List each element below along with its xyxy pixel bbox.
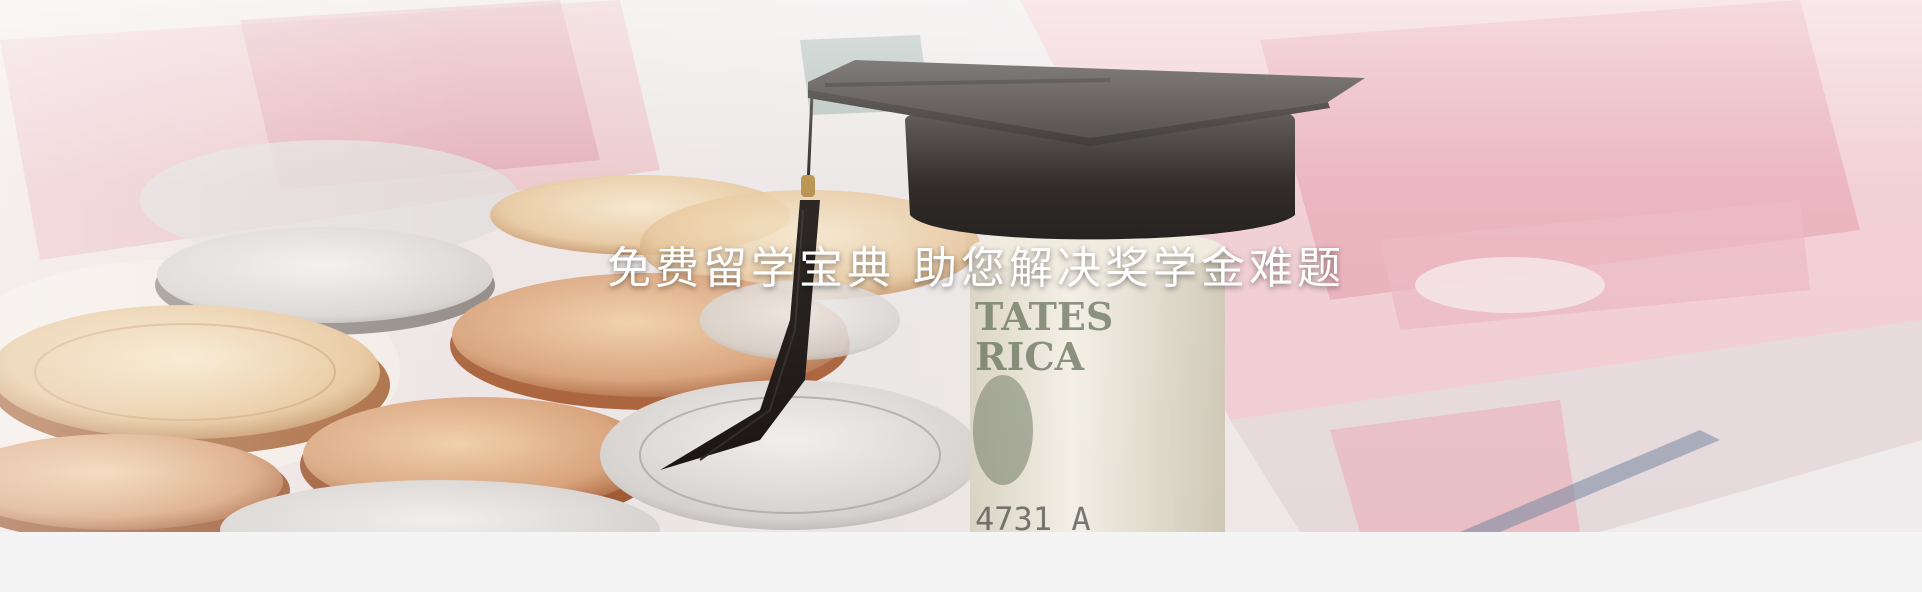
banner-title: 免费留学宝典 助您解决奖学金难题 bbox=[607, 243, 1345, 294]
page-background-strip bbox=[0, 532, 1922, 592]
hero-banner: TATES RICA 4731 A 免费留学宝典 助您解决奖学金难题 bbox=[0, 0, 1922, 532]
scholarship-banner-image: TATES RICA 4731 A bbox=[0, 0, 1922, 532]
